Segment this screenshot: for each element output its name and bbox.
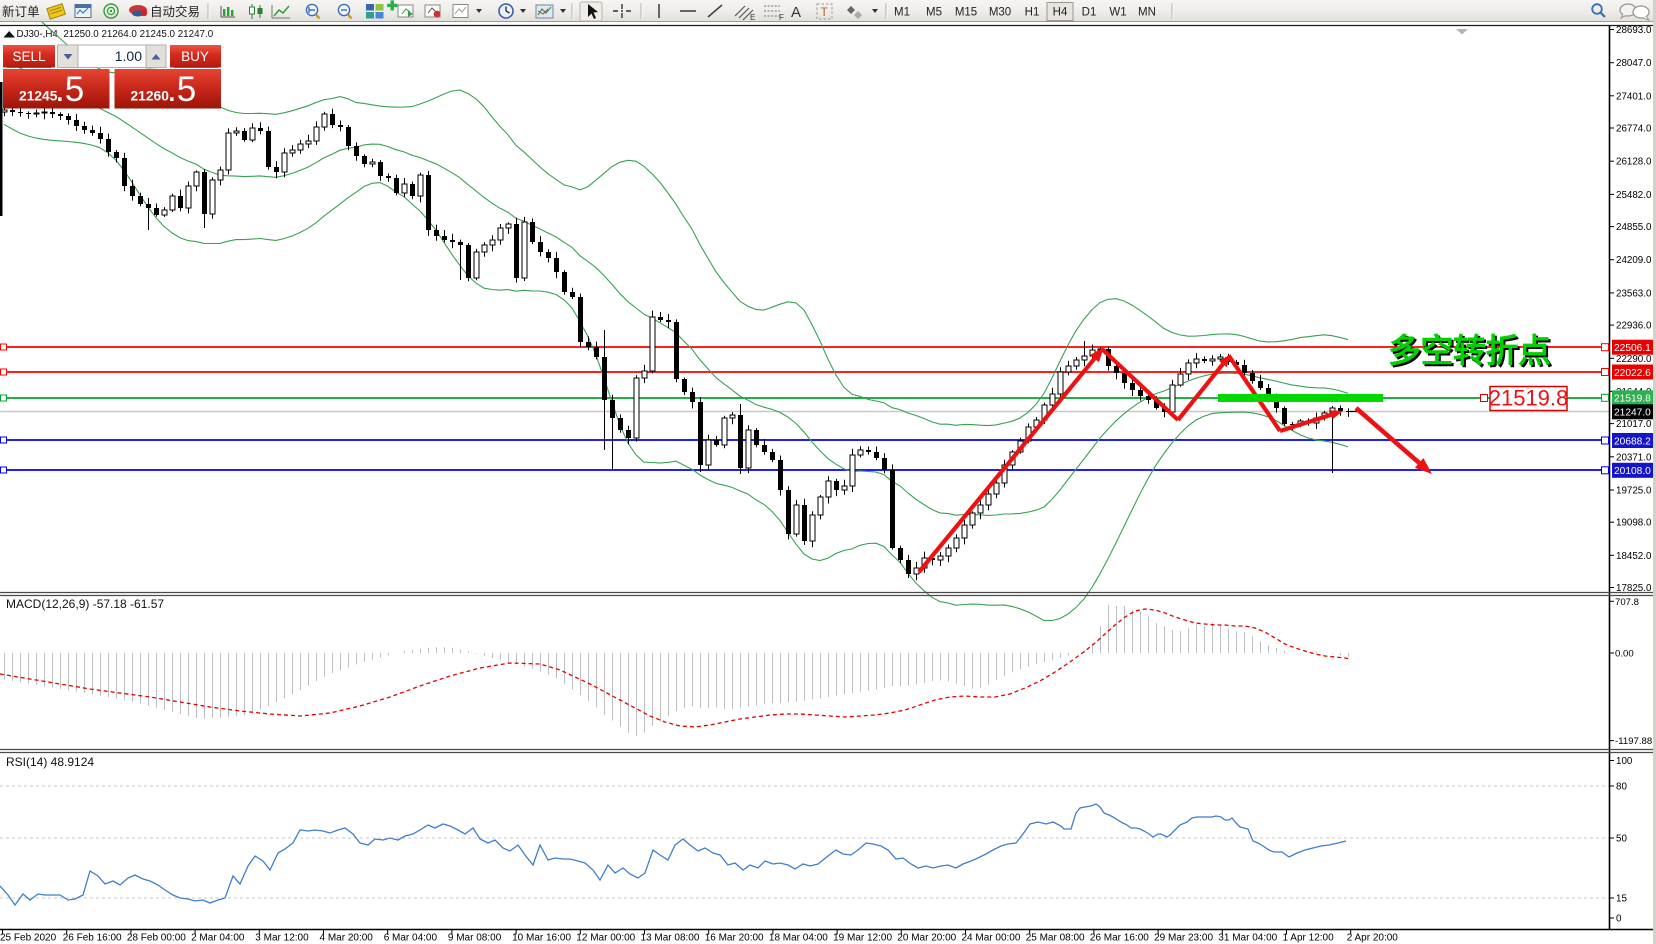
svg-text:100: 100 [1616,756,1633,767]
svg-text:18452.0: 18452.0 [1616,551,1652,562]
svg-text:12 Mar 00:00: 12 Mar 00:00 [576,933,635,944]
svg-text:26128.0: 26128.0 [1616,157,1652,168]
svg-text:24209.0: 24209.0 [1616,255,1652,266]
svg-text:SELL: SELL [12,49,46,64]
svg-text:18 Mar 04:00: 18 Mar 04:00 [769,933,828,944]
svg-text:17825.0: 17825.0 [1616,583,1652,594]
svg-text:10 Mar 16:00: 10 Mar 16:00 [512,933,571,944]
svg-text:6 Mar 04:00: 6 Mar 04:00 [384,933,438,944]
svg-text:多空转折点: 多空转折点 [1390,334,1553,371]
svg-text:29 Mar 23:00: 29 Mar 23:00 [1154,933,1213,944]
svg-text:21519.8: 21519.8 [1614,394,1651,405]
svg-text:707.8: 707.8 [1615,597,1639,608]
svg-text:3 Mar 12:00: 3 Mar 12:00 [255,933,309,944]
svg-text:28047.0: 28047.0 [1616,58,1652,69]
svg-text:M15: M15 [955,7,977,19]
svg-text:27401.0: 27401.0 [1616,91,1652,102]
svg-text:M1: M1 [894,7,910,19]
svg-text:20688.2: 20688.2 [1614,436,1651,447]
svg-text:MN: MN [1138,7,1156,19]
svg-text:M30: M30 [989,7,1011,19]
svg-text:4 Mar 20:00: 4 Mar 20:00 [320,933,374,944]
svg-text:26 Feb 16:00: 26 Feb 16:00 [63,933,122,944]
svg-text:.5: .5 [55,70,84,109]
svg-text:20 Mar 20:00: 20 Mar 20:00 [897,933,956,944]
svg-text:.5: .5 [167,70,196,109]
svg-text:1 Apr 12:00: 1 Apr 12:00 [1283,933,1335,944]
svg-text:24855.0: 24855.0 [1616,222,1652,233]
svg-text:22936.0: 22936.0 [1616,321,1652,332]
svg-text:D1: D1 [1082,7,1097,19]
svg-text:M5: M5 [926,7,942,19]
svg-text:2 Mar 04:00: 2 Mar 04:00 [191,933,245,944]
svg-text:9 Mar 08:00: 9 Mar 08:00 [448,933,502,944]
svg-text:新订单: 新订单 [2,4,40,19]
svg-text:19 Mar 12:00: 19 Mar 12:00 [833,933,892,944]
svg-text:自动交易: 自动交易 [150,4,200,19]
svg-text:23563.0: 23563.0 [1616,288,1652,299]
svg-text:13 Mar 08:00: 13 Mar 08:00 [641,933,700,944]
svg-text:25482.0: 25482.0 [1616,190,1652,201]
svg-text:0.00: 0.00 [1615,649,1634,660]
svg-text:19725.0: 19725.0 [1616,486,1652,497]
svg-text:21245: 21245 [19,89,58,104]
svg-text:21519.8: 21519.8 [1489,386,1569,411]
svg-text:19098.0: 19098.0 [1616,518,1652,529]
svg-text:20108.0: 20108.0 [1614,466,1651,477]
svg-text:50: 50 [1616,834,1627,845]
svg-text:H1: H1 [1025,7,1040,19]
svg-text:DJ30-,H4 21250.0 21264.0 2124: DJ30-,H4 21250.0 21264.0 21245.0 21247.0 [17,29,214,40]
svg-text:0: 0 [1616,914,1622,925]
svg-text:26774.0: 26774.0 [1616,124,1652,135]
svg-text:28693.0: 28693.0 [1616,25,1652,36]
svg-text:1.00: 1.00 [115,48,142,64]
svg-text:21260: 21260 [131,89,170,104]
svg-text:A: A [791,4,801,21]
svg-text:22022.6: 22022.6 [1614,368,1651,379]
svg-text:E: E [750,13,755,22]
svg-text:多空转折点: 多空转折点 [1388,332,1551,369]
svg-text:25 Feb 2020: 25 Feb 2020 [0,933,57,944]
svg-text:RSI(14) 48.9124: RSI(14) 48.9124 [6,755,94,769]
svg-text:H4: H4 [1053,7,1068,19]
svg-text:22290.0: 22290.0 [1616,354,1652,365]
svg-text:W1: W1 [1109,7,1126,19]
svg-text:15: 15 [1616,894,1627,905]
svg-text:2 Apr 20:00: 2 Apr 20:00 [1347,933,1399,944]
svg-text:20371.0: 20371.0 [1616,452,1652,463]
svg-text:16 Mar 20:00: 16 Mar 20:00 [705,933,764,944]
svg-text:F: F [779,13,784,22]
svg-text:24 Mar 00:00: 24 Mar 00:00 [962,933,1021,944]
svg-text:21247.0: 21247.0 [1614,408,1651,419]
svg-text:22506.1: 22506.1 [1614,343,1651,354]
svg-text:31 Mar 04:00: 31 Mar 04:00 [1218,933,1277,944]
svg-text:BUY: BUY [181,49,209,64]
svg-text:80: 80 [1616,782,1627,793]
svg-text:T: T [821,5,829,19]
svg-text:MACD(12,26,9) -57.18 -61.57: MACD(12,26,9) -57.18 -61.57 [6,597,164,611]
svg-text:26 Mar 16:00: 26 Mar 16:00 [1090,933,1149,944]
svg-text:25 Mar 08:00: 25 Mar 08:00 [1026,933,1085,944]
svg-text:-1197.88: -1197.88 [1615,736,1652,747]
svg-text:21017.0: 21017.0 [1616,419,1652,430]
svg-text:28 Feb 00:00: 28 Feb 00:00 [127,933,186,944]
